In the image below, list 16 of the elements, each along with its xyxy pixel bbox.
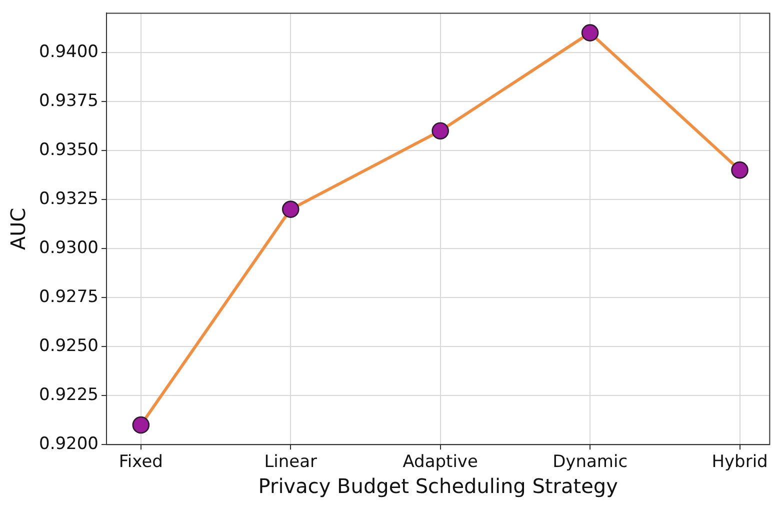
x-axis-title: Privacy Budget Scheduling Strategy bbox=[258, 474, 618, 498]
x-tick-label: Hybrid bbox=[712, 452, 768, 472]
y-tick-label: 0.9250 bbox=[39, 336, 98, 356]
x-tick-label: Dynamic bbox=[552, 452, 628, 472]
y-axis-title: AUC bbox=[6, 208, 30, 250]
y-tick-label: 0.9375 bbox=[39, 90, 98, 111]
y-tick-label: 0.9225 bbox=[39, 385, 98, 405]
x-tick-label: Linear bbox=[264, 452, 318, 472]
y-tick-label: 0.9325 bbox=[39, 188, 98, 209]
x-tick-label: Fixed bbox=[118, 452, 163, 472]
y-tick-label: 0.9200 bbox=[39, 434, 98, 454]
y-tick-label: 0.9300 bbox=[39, 238, 98, 258]
x-tick-label: Adaptive bbox=[402, 452, 478, 472]
y-tick-label: 0.9350 bbox=[39, 140, 98, 160]
y-tick-label: 0.9275 bbox=[39, 286, 98, 307]
y-tick-label: 0.9400 bbox=[39, 42, 98, 62]
